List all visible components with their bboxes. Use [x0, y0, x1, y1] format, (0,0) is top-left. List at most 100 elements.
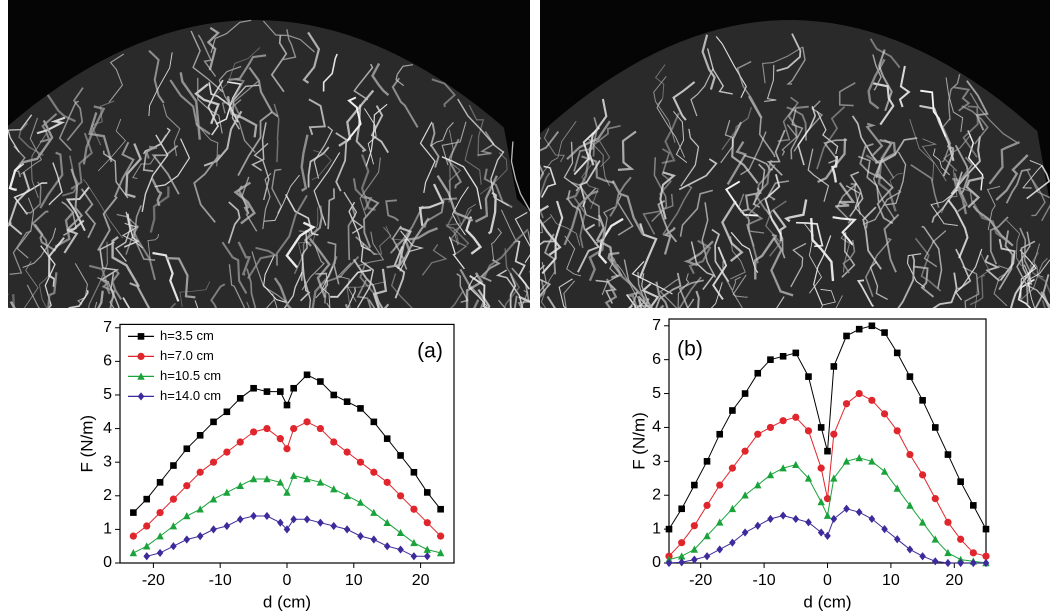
series — [130, 371, 444, 516]
force-chain — [638, 223, 658, 279]
force-chain — [99, 278, 116, 308]
marker — [957, 478, 964, 485]
force-chain — [540, 165, 557, 198]
force-chain — [303, 278, 312, 308]
x-tick-label: -10 — [209, 572, 232, 589]
force-chain — [8, 171, 31, 236]
marker — [290, 424, 298, 433]
marker — [156, 508, 164, 517]
force-chain — [246, 268, 257, 308]
marker — [957, 558, 964, 568]
force-chain — [212, 47, 261, 98]
force-chain — [764, 64, 777, 102]
force-chain — [820, 288, 836, 308]
force-chain — [89, 264, 111, 295]
force-chain — [566, 120, 611, 161]
force-chain — [141, 134, 169, 213]
force-chain — [474, 175, 498, 223]
marker — [370, 468, 378, 476]
x-axis-label: d (cm) — [263, 592, 311, 611]
force-chain — [835, 295, 843, 308]
marker — [250, 384, 257, 392]
y-tick-label: 4 — [652, 419, 661, 436]
force-chain — [595, 214, 614, 262]
force-chain — [445, 204, 462, 245]
marker — [868, 457, 876, 465]
force-chain — [487, 191, 497, 235]
force-chain — [297, 207, 319, 265]
force-chain — [253, 142, 270, 201]
force-chain — [389, 205, 424, 254]
force-chain — [688, 239, 712, 275]
marker — [931, 557, 939, 566]
force-chain — [113, 141, 135, 198]
force-chain — [932, 272, 958, 308]
y-tick-label: 7 — [103, 319, 112, 336]
force-chain — [193, 153, 221, 223]
marker — [210, 525, 217, 534]
force-chain — [87, 241, 109, 308]
marker — [209, 495, 218, 503]
marker — [143, 522, 151, 530]
force-chain — [154, 138, 191, 188]
force-chain — [712, 246, 728, 300]
marker — [277, 388, 284, 395]
force-chain — [592, 124, 621, 157]
force-chain — [706, 48, 733, 95]
marker — [678, 539, 686, 547]
force-chain — [38, 273, 51, 308]
marker — [303, 515, 311, 524]
marker — [792, 460, 800, 469]
force-chain — [930, 189, 959, 226]
marker — [881, 329, 888, 336]
force-chain — [995, 154, 1029, 201]
marker — [383, 478, 391, 486]
force-chain — [321, 266, 334, 308]
marker — [289, 471, 298, 479]
force-chain — [308, 237, 331, 298]
force-chain — [686, 298, 695, 308]
force-chain — [737, 193, 755, 247]
marker — [843, 504, 850, 513]
marker — [357, 532, 364, 541]
force-chain — [97, 118, 127, 172]
force-chain — [48, 236, 65, 287]
force-chain — [897, 254, 916, 308]
series-line — [133, 475, 441, 554]
marker — [396, 528, 405, 537]
force-chain — [695, 290, 700, 308]
force-chain — [465, 216, 483, 255]
force-chain — [810, 218, 835, 282]
marker — [931, 424, 939, 431]
force-chain — [962, 105, 979, 158]
force-chain — [365, 103, 388, 167]
force-chain — [869, 38, 901, 69]
marker — [317, 518, 324, 527]
marker — [880, 467, 889, 475]
force-chain — [125, 143, 142, 199]
legend: h=3.5 cm h=7.0 cm h=10.5 cm h=14.0 cm — [128, 328, 221, 403]
force-chain — [97, 196, 118, 251]
marker — [824, 531, 831, 540]
force-chain — [972, 205, 1014, 247]
marker — [703, 501, 711, 509]
force-chain — [395, 64, 413, 87]
force-chain — [497, 299, 506, 308]
marker — [183, 512, 191, 520]
marker — [130, 509, 137, 516]
force-chain — [540, 216, 552, 234]
marker — [754, 430, 762, 438]
force-chain — [565, 147, 592, 201]
marker — [410, 538, 418, 547]
force-chain — [9, 301, 16, 308]
y-tick-label: 1 — [103, 521, 112, 538]
force-chain — [503, 248, 521, 308]
marker — [356, 498, 365, 506]
force-chain — [152, 251, 180, 302]
marker — [918, 518, 927, 526]
force-chain — [541, 200, 564, 275]
force-chain — [781, 124, 798, 156]
force-chain — [121, 222, 143, 249]
force-chain — [817, 138, 847, 183]
force-chain — [813, 235, 832, 306]
